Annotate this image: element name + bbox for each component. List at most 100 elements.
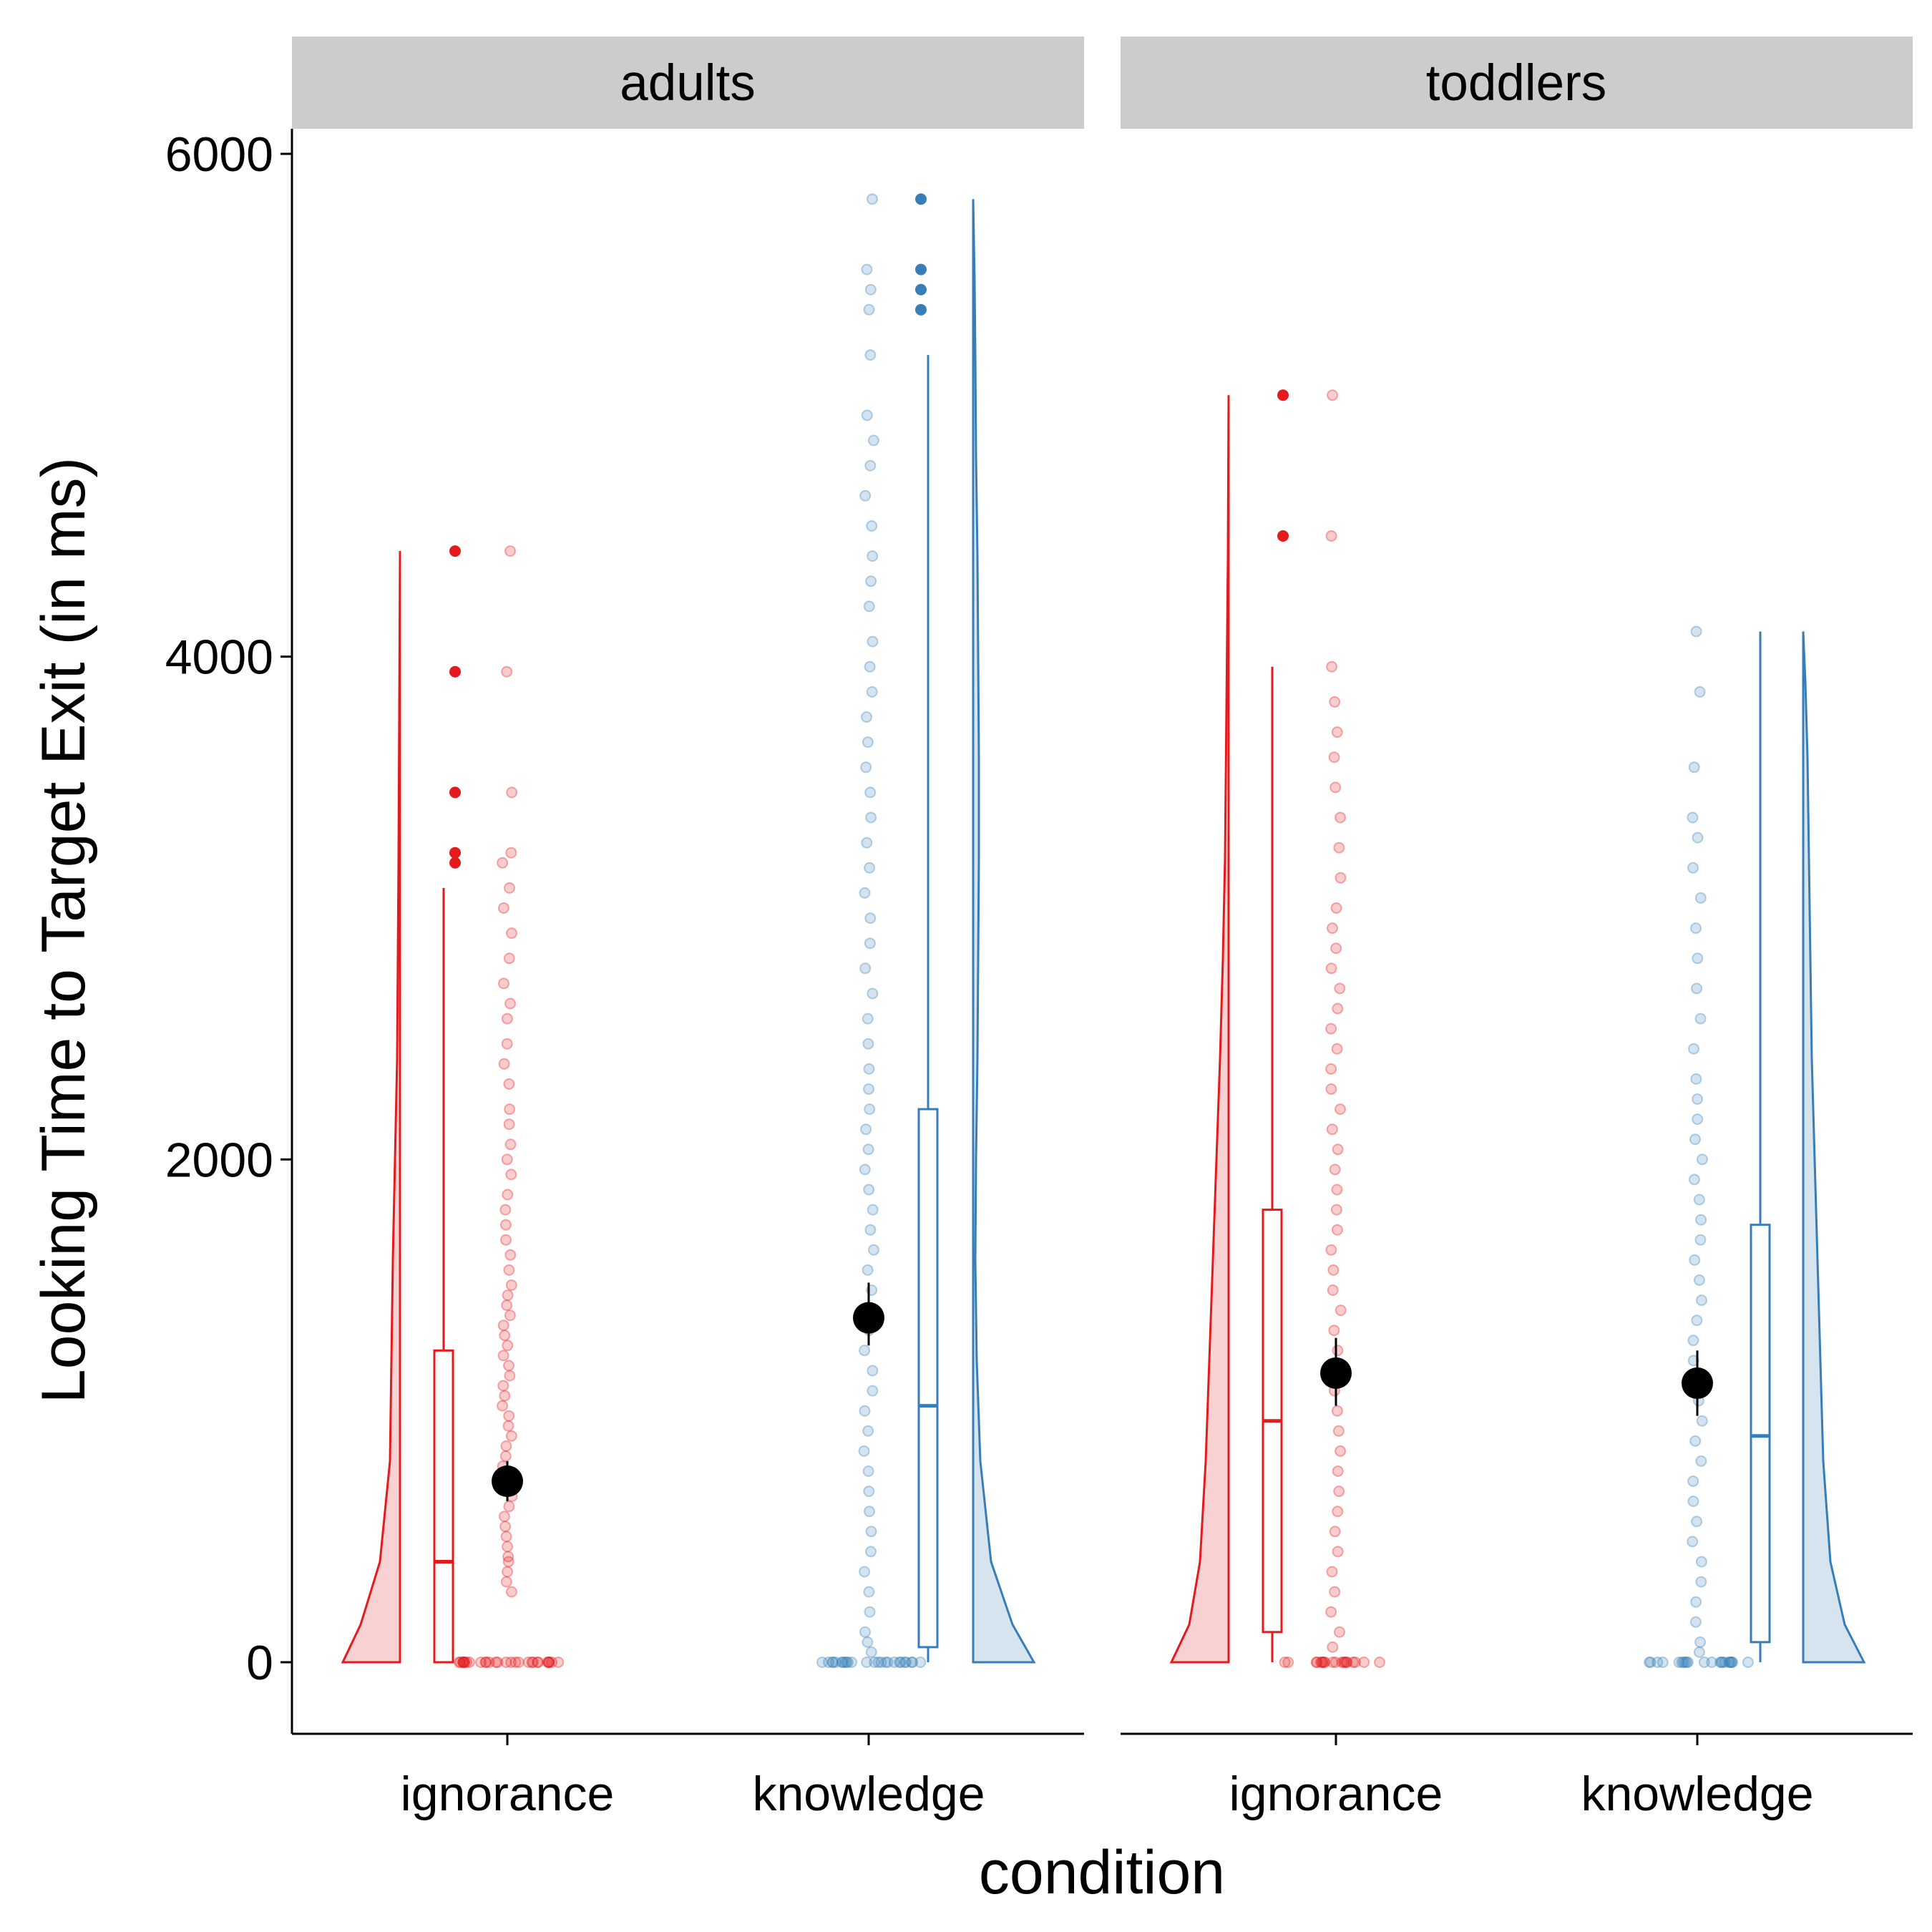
point-adults-knowledge-55 [863, 1063, 875, 1075]
point-toddlers-ignorance-44 [1329, 1163, 1341, 1176]
point-toddlers-knowledge-0 [1714, 1657, 1726, 1668]
outlier-adults-ignorance-4 [449, 545, 461, 557]
outlier-adults-ignorance-3 [449, 665, 461, 678]
point-adults-knowledge-63 [864, 862, 876, 874]
point-toddlers-ignorance-16 [1310, 1657, 1322, 1668]
point-toddlers-knowledge-37 [1687, 1355, 1699, 1367]
point-adults-knowledge-36 [858, 1445, 870, 1457]
facet-label-toddlers: toddlers [1426, 55, 1607, 112]
point-toddlers-ignorance-2 [1282, 1657, 1294, 1668]
point-adults-ignorance-70 [504, 1138, 517, 1151]
point-adults-knowledge-59 [859, 962, 872, 975]
point-toddlers-ignorance-13 [1327, 1657, 1339, 1668]
point-toddlers-ignorance-5 [1279, 1657, 1291, 1668]
point-toddlers-knowledge-45 [1693, 1194, 1705, 1206]
point-adults-ignorance-4 [461, 1657, 473, 1668]
point-adults-knowledge-13 [899, 1657, 911, 1668]
facet-strip-adults: adults [292, 36, 1084, 129]
point-adults-ignorance-71 [503, 1118, 515, 1131]
point-toddlers-knowledge-50 [1692, 1093, 1704, 1105]
point-adults-knowledge-5 [879, 1657, 892, 1668]
plot-marks [341, 193, 1866, 1668]
point-toddlers-ignorance-49 [1325, 1063, 1337, 1075]
point-adults-knowledge-58 [867, 987, 879, 1000]
point-toddlers-ignorance-30 [1335, 1445, 1347, 1457]
point-toddlers-knowledge-58 [1687, 862, 1699, 874]
point-adults-ignorance-74 [498, 1058, 510, 1070]
point-toddlers-knowledge-53 [1694, 1013, 1707, 1025]
point-adults-ignorance-52 [504, 1370, 516, 1382]
point-adults-ignorance-21 [463, 1657, 475, 1668]
point-toddlers-knowledge-23 [1694, 1636, 1707, 1648]
point-toddlers-knowledge-51 [1690, 1073, 1702, 1085]
point-adults-ignorance-64 [500, 1234, 512, 1246]
point-adults-knowledge-30 [859, 1566, 871, 1578]
point-toddlers-knowledge-52 [1688, 1043, 1699, 1055]
point-toddlers-knowledge-55 [1692, 952, 1704, 965]
point-adults-ignorance-61 [505, 1279, 517, 1291]
point-adults-ignorance-63 [504, 1249, 517, 1261]
point-adults-ignorance-33 [502, 1556, 514, 1568]
point-toddlers-ignorance-25 [1332, 1546, 1344, 1558]
x-tick-label-toddlers-knowledge: knowledge [1581, 1767, 1813, 1821]
point-adults-knowledge-57 [862, 1013, 874, 1025]
point-adults-knowledge-79 [867, 434, 879, 447]
point-toddlers-ignorance-50 [1331, 1043, 1343, 1055]
point-adults-ignorance-55 [502, 1340, 514, 1352]
y-tick-label-6000: 6000 [165, 127, 273, 182]
point-toddlers-knowledge-42 [1689, 1254, 1701, 1266]
point-toddlers-ignorance-64 [1329, 696, 1341, 708]
point-adults-knowledge-31 [865, 1546, 877, 1558]
point-toddlers-ignorance-66 [1325, 530, 1337, 542]
point-adults-ignorance-47 [502, 1420, 514, 1432]
point-toddlers-ignorance-41 [1331, 1224, 1343, 1236]
group-adults-knowledge [816, 193, 1036, 1668]
point-adults-ignorance-8 [492, 1657, 504, 1668]
point-adults-knowledge-50 [859, 1163, 871, 1176]
point-toddlers-knowledge-30 [1687, 1496, 1699, 1508]
point-toddlers-ignorance-29 [1332, 1465, 1344, 1477]
point-toddlers-ignorance-36 [1328, 1324, 1340, 1337]
density-cloud-adults-knowledge [972, 199, 1036, 1664]
point-adults-ignorance-22 [457, 1657, 469, 1668]
point-adults-ignorance-56 [499, 1330, 511, 1342]
point-adults-ignorance-13 [527, 1657, 539, 1668]
point-adults-ignorance-72 [504, 1103, 516, 1116]
point-toddlers-knowledge-26 [1695, 1576, 1707, 1588]
group-toddlers-knowledge [1643, 625, 1866, 1668]
facet-strip-toddlers: toddlers [1121, 36, 1913, 129]
point-toddlers-knowledge-19 [1706, 1657, 1718, 1668]
point-adults-knowledge-75 [867, 550, 879, 562]
point-adults-knowledge-11 [841, 1657, 854, 1668]
point-adults-ignorance-62 [503, 1264, 515, 1276]
point-adults-ignorance-12 [459, 1657, 471, 1668]
point-toddlers-ignorance-42 [1330, 1204, 1342, 1216]
point-toddlers-ignorance-27 [1332, 1506, 1344, 1518]
point-adults-knowledge-29 [863, 1586, 875, 1598]
point-adults-ignorance-79 [503, 952, 515, 965]
point-toddlers-ignorance-8 [1311, 1657, 1323, 1668]
point-toddlers-knowledge-48 [1689, 1133, 1701, 1146]
point-toddlers-knowledge-10 [1717, 1657, 1729, 1668]
point-adults-knowledge-85 [867, 193, 878, 205]
point-adults-knowledge-38 [859, 1405, 871, 1417]
point-adults-ignorance-32 [502, 1566, 514, 1578]
point-adults-ignorance-27 [543, 1657, 555, 1668]
point-adults-knowledge-82 [863, 303, 875, 316]
point-toddlers-ignorance-62 [1328, 751, 1340, 763]
point-adults-knowledge-78 [864, 459, 877, 472]
point-toddlers-ignorance-23 [1329, 1586, 1341, 1598]
point-adults-knowledge-70 [866, 686, 878, 698]
point-adults-knowledge-15 [872, 1657, 884, 1668]
point-adults-knowledge-9 [894, 1657, 907, 1668]
point-toddlers-ignorance-57 [1330, 902, 1342, 914]
group-toddlers-ignorance [1169, 389, 1385, 1668]
point-adults-ignorance-28 [490, 1657, 502, 1668]
point-toddlers-knowledge-28 [1687, 1536, 1699, 1548]
point-adults-ignorance-73 [503, 1078, 515, 1090]
point-adults-knowledge-46 [868, 1244, 879, 1256]
point-adults-ignorance-10 [532, 1657, 544, 1668]
point-toddlers-ignorance-17 [1317, 1657, 1329, 1668]
point-adults-ignorance-46 [505, 1430, 517, 1442]
y-tick-label-0: 0 [246, 1636, 273, 1690]
